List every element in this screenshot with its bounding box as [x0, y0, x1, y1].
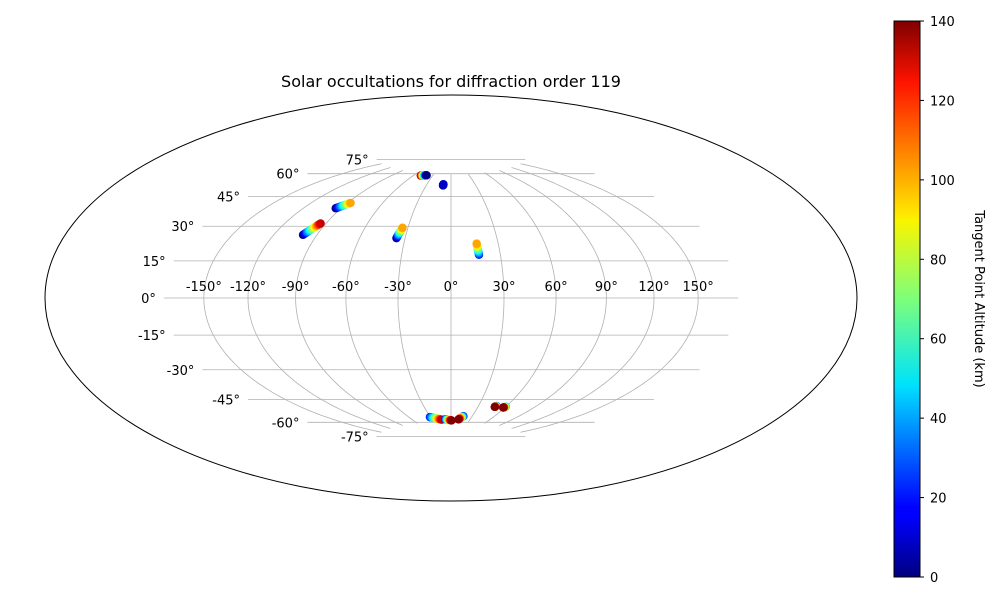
- colorbar-tick-label: 120: [930, 94, 955, 109]
- occultation-track: [438, 180, 448, 190]
- occultation-track: [441, 415, 456, 425]
- latitude-tick-label: 75°: [346, 153, 369, 168]
- latitude-tick-labels: 75° 60° 45° 30° 15° 0° -15° -30° -45° -60° -75°: [138, 153, 369, 445]
- occultation-point: [439, 180, 448, 189]
- colorbar-tick-label: 40: [930, 412, 947, 427]
- chart-title: Solar occultations for diffraction order…: [281, 72, 621, 91]
- occultation-point: [472, 239, 481, 248]
- occultation-tracks: [298, 171, 510, 425]
- longitude-tick-label: -120°: [230, 280, 266, 295]
- latitude-tick-label: -30°: [167, 364, 195, 379]
- longitude-tick-label: 30°: [492, 280, 515, 295]
- colorbar-tick-label: 60: [930, 333, 947, 348]
- colorbar-ticks: 0 20 40 60 80 100 120 140: [920, 15, 955, 586]
- longitude-tick-label: -60°: [332, 280, 360, 295]
- occultation-point: [346, 198, 355, 208]
- occultation-track: [454, 412, 468, 424]
- colorbar-tick-label: 0: [930, 571, 938, 586]
- map-boundary: [44, 94, 858, 502]
- longitude-tick-label: -30°: [384, 280, 412, 295]
- colorbar-tick-label: 140: [930, 15, 955, 30]
- occultation-track: [392, 223, 407, 243]
- longitude-tick-label: -150°: [186, 280, 222, 295]
- latitude-tick-label: -75°: [341, 431, 369, 446]
- colorbar: 0 20 40 60 80 100 120 140 Tangent Point Altitud…: [893, 15, 986, 586]
- latitude-tick-label: -45°: [212, 394, 240, 409]
- latitude-tick-label: 60°: [276, 168, 299, 183]
- longitude-tick-label: 150°: [682, 280, 713, 295]
- occultation-point: [316, 219, 325, 228]
- latitude-tick-label: 30°: [171, 220, 194, 235]
- longitude-tick-labels: -150° -120° -90° -60° -30° 0° 30° 60° 90° 120° 150…: [186, 280, 714, 295]
- latitude-tick-label: -60°: [272, 416, 300, 431]
- occultation-track: [331, 198, 355, 213]
- colorbar-label: Tangent Point Altitude (km): [971, 209, 986, 387]
- occultation-track: [298, 219, 325, 240]
- latitude-tick-label: -15°: [138, 329, 166, 344]
- latitude-tick-label: 15°: [143, 255, 166, 270]
- longitude-tick-label: 120°: [638, 280, 669, 295]
- occultation-track: [472, 239, 484, 260]
- occultation-point: [454, 415, 463, 424]
- occultation-point: [398, 223, 407, 232]
- occultation-track: [490, 401, 501, 412]
- latitude-tick-label: 0°: [141, 292, 156, 307]
- colorbar-gradient: [893, 20, 921, 578]
- longitude-tick-label: -90°: [282, 280, 310, 295]
- occultation-point: [422, 171, 431, 180]
- occultation-point: [490, 402, 499, 412]
- longitude-tick-label: 0°: [444, 280, 459, 295]
- longitude-tick-label: 90°: [595, 280, 618, 295]
- occultation-track: [416, 171, 431, 180]
- colorbar-tick-label: 20: [930, 492, 947, 507]
- occultation-point: [447, 416, 456, 425]
- occultation-track: [499, 402, 510, 412]
- latitude-tick-label: 45°: [217, 191, 240, 206]
- graticule: [163, 158, 739, 438]
- longitude-tick-label: 60°: [545, 280, 568, 295]
- colorbar-tick-label: 80: [930, 253, 947, 268]
- occultation-point: [499, 403, 508, 412]
- colorbar-tick-label: 100: [930, 174, 955, 189]
- occultation-track: [425, 412, 446, 424]
